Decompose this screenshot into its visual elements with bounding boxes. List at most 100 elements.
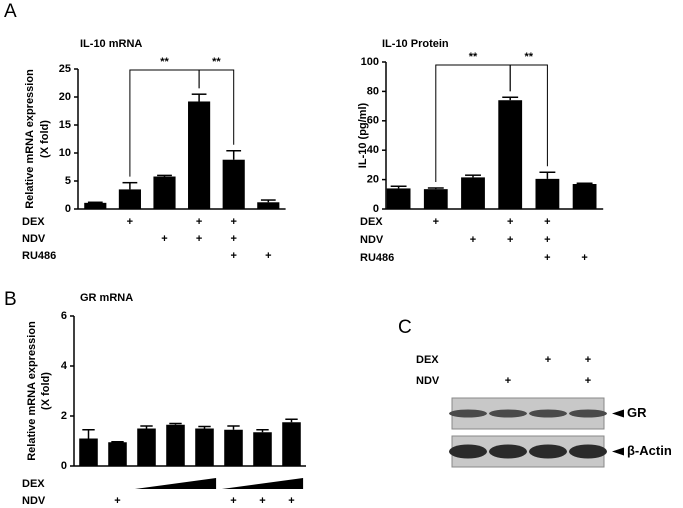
treatment-mark: + [230,233,236,245]
y-tick-label: 15 [59,119,71,131]
bar [222,159,245,209]
bar [498,100,523,209]
panel-letter: A [4,1,17,22]
panel-letter: C [398,317,412,338]
treatment-mark: + [161,233,167,245]
chart-title: GR mRNA [80,292,133,304]
bar [195,428,214,466]
significance-label: ** [469,51,478,63]
treatment-label: DEX [22,478,45,490]
treatment-mark: + [545,354,551,366]
y-axis-label: (X fold) [40,372,52,410]
bar [535,178,560,209]
y-tick-label: 0 [61,460,67,472]
dose-ramp [134,478,217,489]
y-tick-label: 6 [61,310,67,322]
treatment-mark: + [288,495,294,507]
y-tick-label: 4 [61,360,68,372]
treatment-mark: + [230,495,236,507]
chart-title: IL-10 mRNA [80,38,142,50]
treatment-mark: + [585,354,591,366]
y-tick-label: 20 [367,174,379,186]
blot-band [569,409,607,418]
bar [118,189,141,209]
bar [188,101,211,209]
bar [253,432,272,466]
y-tick-label: 100 [361,56,379,68]
band-label: β-Actin [627,443,672,458]
treatment-mark: + [581,252,587,264]
y-tick-label: 10 [59,147,71,159]
bar [461,177,485,209]
bar [224,429,243,466]
treatment-label: NDV [416,375,440,387]
y-tick-label: 0 [65,203,71,215]
bar [423,189,448,209]
bar [137,428,156,466]
treatment-label: DEX [416,354,439,366]
treatment-mark: + [196,216,202,228]
y-tick-label: 20 [59,91,71,103]
treatment-mark: + [585,375,591,387]
blot-band [569,444,607,459]
band-label: GR [627,405,647,420]
treatment-mark: + [259,495,265,507]
treatment-label: DEX [360,216,383,228]
bar [84,202,107,209]
y-axis-label: Relative mRNA expression [26,321,38,461]
treatment-mark: + [470,234,476,246]
panel-letter: B [4,289,17,310]
bar [108,442,127,466]
treatment-mark: + [127,216,133,228]
treatment-mark: + [433,216,439,228]
y-tick-label: 5 [65,175,71,187]
significance-label: ** [160,56,169,68]
bar [386,188,411,209]
treatment-mark: + [265,250,271,262]
bar [282,422,301,466]
treatment-mark: + [507,234,513,246]
y-tick-label: 25 [59,63,71,75]
treatment-mark: + [230,216,236,228]
significance-bracket [198,69,235,145]
band-arrow [612,409,624,418]
treatment-mark: + [196,233,202,245]
treatment-label: DEX [22,216,45,228]
y-tick-label: 2 [61,410,67,422]
significance-label: ** [212,56,221,68]
bar [153,176,176,209]
blot-band [489,444,527,459]
treatment-mark: + [544,234,550,246]
y-tick-label: 60 [367,115,379,127]
y-tick-label: 0 [373,203,379,215]
y-tick-label: 80 [367,85,379,97]
bar [79,438,98,466]
y-tick-label: 40 [367,144,379,156]
treatment-label: NDV [360,234,384,246]
y-axis-label: (X fold) [39,120,51,158]
treatment-label: RU486 [360,252,394,264]
dose-ramp [221,478,304,489]
treatment-mark: + [230,250,236,262]
treatment-mark: + [544,216,550,228]
treatment-mark: + [507,216,513,228]
blot-band [489,409,527,418]
band-arrow [612,447,624,456]
treatment-label: NDV [22,233,46,245]
blot-band [529,444,567,459]
treatment-label: RU486 [22,250,56,262]
bar [572,184,597,209]
bar [166,424,185,466]
bar [257,202,280,209]
y-axis-label: Relative mRNA expression [24,69,36,209]
treatment-mark: + [114,495,120,507]
blot-band [449,409,487,418]
treatment-mark: + [544,252,550,264]
blot-band [449,444,487,459]
significance-bracket [509,64,548,167]
y-axis-label: IL-10 (pg/ml) [357,102,369,168]
blot-band [529,409,567,418]
treatment-label: NDV [22,495,46,507]
significance-label: ** [525,51,534,63]
